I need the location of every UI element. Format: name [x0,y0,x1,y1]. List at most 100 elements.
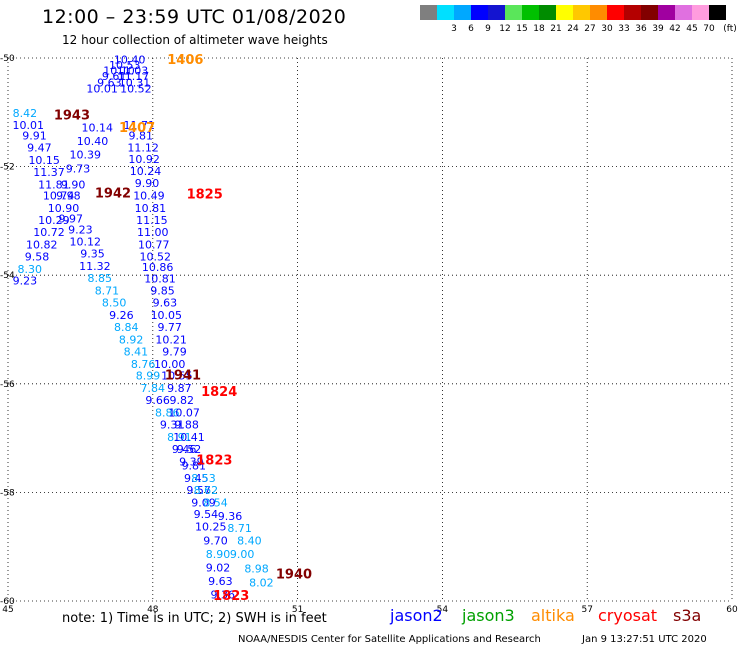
wave-height-value: 10.40 [77,135,109,148]
wave-height-value: 8.71 [227,522,252,535]
legend-swatch [437,5,454,20]
footer-credit: NOAA/NESDIS Center for Satellite Applica… [238,634,541,645]
wave-height-value: 8.91 [167,431,192,444]
legend-swatch [658,5,675,20]
legend-label: 27 [584,24,596,34]
legend-swatch [420,5,437,20]
wave-height-value: 10.52 [139,250,171,263]
legend-unit: (ft) [723,24,737,34]
wave-height-value: 8.76 [131,358,156,371]
wave-height-value: 10.15 [28,154,60,167]
wave-height-value: 9.61 [102,70,127,83]
note-text: note: 1) Time is in UTC; 2) SWH is in fe… [62,611,327,626]
wave-height-value: 10.81 [144,273,176,286]
legend-swatch [471,5,488,20]
wave-height-value: 9.09 [191,496,216,509]
wave-height-value: 9.57 [186,484,211,497]
wave-height-value: 10.10 [103,65,135,78]
legend-swatch [488,5,505,20]
wave-height-value: 10.74 [43,189,75,202]
wave-height-value: 9.73 [66,162,91,175]
wave-height-value: 10.49 [133,189,165,202]
wave-height-value: 10.55 [161,370,193,383]
wave-height-value: 9.45 [184,472,209,485]
lat-tick-label: -52 [0,163,15,173]
pass-time-label: 1941 [165,369,201,384]
wave-height-value: 10.40 [114,54,146,67]
wave-height-value: 9.58 [25,250,50,263]
wave-height-value: 9.39 [179,456,204,469]
wave-height-value: 8.42 [13,107,38,120]
legend-label: 33 [618,24,630,34]
wave-height-value: 8.92 [119,333,144,346]
legend-label: 3 [451,24,457,34]
legend-swatch [624,5,641,20]
wave-height-value: 9.63 [97,77,122,90]
wave-height-value: 8.84 [114,321,139,334]
wave-height-value: 8.53 [191,472,216,485]
wave-height-value: 9.77 [157,321,182,334]
lon-tick-label: 60 [726,605,738,615]
mission-label-jason3: jason3 [462,606,515,625]
wave-height-value: 9.79 [162,345,187,358]
wave-height-value: 10.53 [109,59,141,72]
legend-swatch [709,5,726,20]
pass-time-label: 1406 [167,53,203,68]
mission-label-altika: altika [531,606,575,625]
pass-time-label: 1407 [119,121,155,136]
wave-height-value: 10.90 [48,202,80,215]
wave-height-value: 10.25 [195,521,227,534]
legend-swatch [675,5,692,20]
legend-swatch [590,5,607,20]
wave-height-value: 9.81 [182,459,207,472]
legend-swatch [573,5,590,20]
legend-label: 15 [516,24,528,34]
lon-tick-label: 45 [2,605,13,615]
legend-swatch [505,5,522,20]
wave-height-value: 9.81 [128,130,153,143]
wave-height-value: 10.24 [130,165,162,178]
wave-height-value: 11.12 [127,142,159,155]
wave-height-value: 8.85 [87,272,112,285]
wave-height-value: 9.23 [13,275,38,288]
wave-height-value: 11.81 [38,179,70,192]
wave-height-value: 9.52 [177,443,202,456]
wave-height-value: 9.98 [56,189,81,202]
pass-time-label: 1942 [95,186,131,201]
lat-tick-label: -58 [0,488,15,498]
lat-tick-label: -56 [0,380,15,390]
wave-height-value: 9.35 [80,248,105,261]
pass-time-label: 1823 [196,453,232,468]
legend-label: 42 [669,24,681,34]
lon-tick-label: 51 [292,605,303,615]
wave-height-value: 11.37 [33,166,65,179]
pass-time-label: 1943 [54,109,90,124]
legend-label: 24 [567,24,579,34]
wave-height-value: 11.00 [137,226,169,239]
wave-height-value: 10.07 [168,407,200,420]
legend-swatch [641,5,658,20]
legend-swatch [692,5,709,20]
wave-height-value: 9.36 [218,510,243,523]
legend-label: 45 [686,24,698,34]
legend-label: 6 [468,24,474,34]
wave-height-value: 9.63 [208,575,233,588]
lon-tick-label: 54 [437,605,449,615]
wave-height-value: 10.01 [86,82,118,95]
page-subtitle: 12 hour collection of altimeter wave hei… [62,33,328,47]
legend-swatch [556,5,573,20]
legend-label: 30 [601,24,613,34]
wave-height-value: 9.88 [174,419,199,432]
legend-label: 9 [485,24,491,34]
wave-height-value: 10.81 [135,202,167,215]
legend-label: 21 [550,24,562,34]
wave-height-value: 9.85 [150,284,175,297]
wave-height-value: 9.90 [61,179,86,192]
wave-height-value: 8.90 [206,548,231,561]
wave-height-value: 9.66 [145,394,170,407]
wave-height-value: 11.71 [124,119,156,132]
wave-height-value: 8.98 [244,563,269,576]
wave-height-value: 9.91 [22,130,47,143]
wave-height-value: 10.39 [69,149,101,162]
